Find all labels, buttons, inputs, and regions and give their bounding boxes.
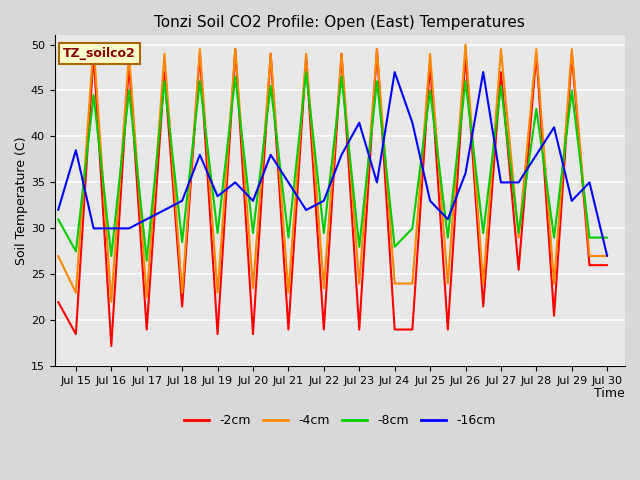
Title: Tonzi Soil CO2 Profile: Open (East) Temperatures: Tonzi Soil CO2 Profile: Open (East) Temp… (154, 15, 525, 30)
X-axis label: Time: Time (594, 387, 625, 400)
Text: TZ_soilco2: TZ_soilco2 (63, 47, 136, 60)
Legend: -2cm, -4cm, -8cm, -16cm: -2cm, -4cm, -8cm, -16cm (179, 409, 500, 432)
Y-axis label: Soil Temperature (C): Soil Temperature (C) (15, 137, 28, 265)
